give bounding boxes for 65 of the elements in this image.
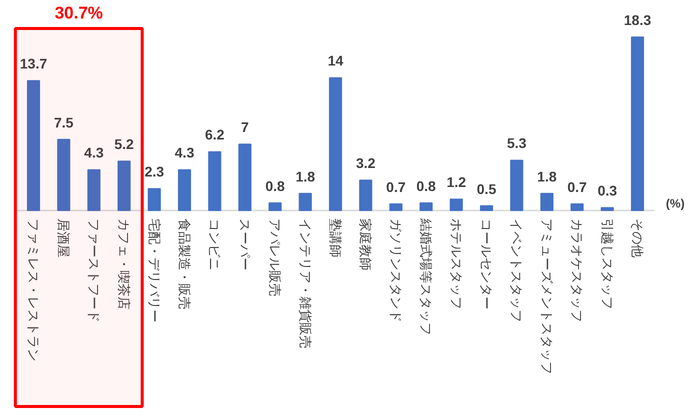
bar	[118, 160, 131, 211]
text: (%)	[666, 196, 685, 210]
bar	[87, 169, 100, 211]
x-tick-label: その他	[630, 218, 645, 258]
x-tick-label: イベントスタッフ	[509, 218, 524, 322]
x-tick-label: 結婚式場等スタッフ	[418, 218, 434, 336]
data-label: 4.3	[84, 144, 104, 161]
bar	[208, 151, 222, 211]
data-label: 0.7	[386, 178, 406, 195]
bar	[480, 205, 494, 211]
x-tick-label: アパレル販売	[268, 218, 283, 296]
bar	[450, 198, 463, 211]
band-label: 30.7%	[54, 4, 103, 22]
data-label: 1.8	[537, 168, 557, 184]
x-tick-label: ファーストフード	[86, 218, 102, 322]
bar	[389, 203, 402, 211]
data-label: 2.3	[144, 164, 164, 180]
data-label: 0.8	[265, 178, 286, 194]
x-tick-label: ガソリンスタンド	[388, 218, 404, 322]
bar	[238, 144, 252, 211]
bar	[328, 77, 342, 211]
bar	[540, 192, 554, 211]
data-label: 4.3	[174, 144, 194, 161]
bar	[359, 180, 372, 211]
x-tick-label: 家庭教師	[358, 218, 374, 270]
data-label: 5.3	[506, 135, 527, 152]
x-tick-label: ホテルスタッフ	[448, 218, 464, 310]
x-tick-label: ファミレス・レストラン	[26, 218, 41, 362]
data-label: 0.3	[598, 182, 618, 199]
data-label: 7	[241, 119, 250, 136]
x-tick-label: アミューズメントスタッフ	[539, 218, 554, 374]
x-tick-label: 塾講師	[328, 218, 343, 258]
data-label: 1.8	[296, 168, 316, 184]
x-tick-label: コールセンター	[479, 218, 494, 310]
data-label: 0.7	[567, 178, 588, 195]
x-tick-label: 宅配・デリバリー	[146, 218, 162, 322]
x-tick-label: 居酒屋	[56, 218, 72, 258]
x-tick-label: コンビニ	[207, 218, 222, 270]
bar	[630, 36, 644, 211]
data-label: 7.5	[54, 114, 74, 130]
bar	[298, 192, 312, 211]
data-label: 6.2	[204, 126, 225, 143]
bar	[148, 188, 161, 211]
bar	[26, 80, 40, 211]
data-label: 0.8	[416, 178, 436, 194]
x-tick-label: インテリア・雑貨販売	[298, 218, 313, 348]
x-tick-label: 食品製造・販売	[177, 218, 192, 310]
data-label: 18.3	[624, 12, 652, 28]
x-tick-label: スーパー	[237, 218, 252, 270]
bar	[510, 160, 524, 211]
data-label: 5.2	[114, 136, 134, 152]
data-label: 0.5	[476, 180, 496, 197]
bar	[57, 138, 70, 211]
bar	[268, 202, 282, 211]
data-label: 14	[328, 52, 344, 69]
data-label: 3.2	[356, 155, 376, 172]
data-label: 13.7	[20, 56, 48, 72]
x-tick-label: カラオケスタッフ	[570, 218, 585, 322]
bar	[178, 169, 192, 211]
bar	[420, 202, 433, 211]
x-tick-label: 引越しスタッフ	[600, 218, 615, 310]
bar	[570, 203, 584, 211]
data-label: 1.2	[446, 174, 466, 190]
x-tick-label: カフェ・喫茶店	[116, 218, 132, 310]
bar	[600, 207, 614, 211]
